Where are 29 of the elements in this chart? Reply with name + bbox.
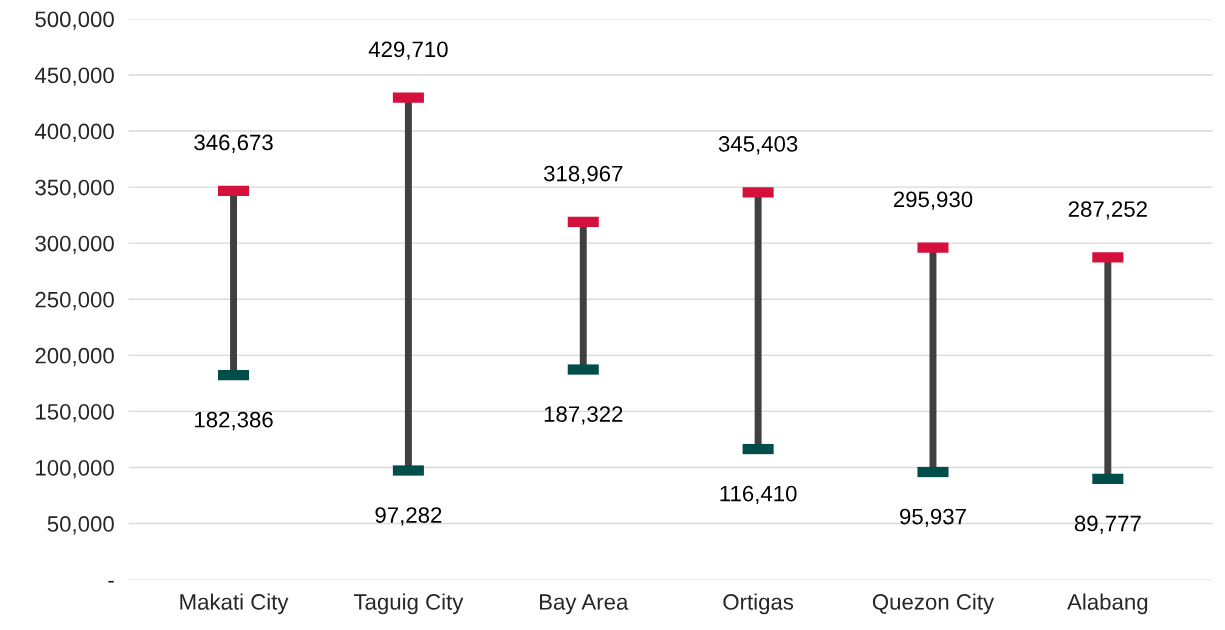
- data-label: 97,282: [375, 507, 442, 526]
- data-label: 345,403: [718, 136, 798, 155]
- data-label: 182,386: [195, 411, 273, 431]
- x-tick-label: Quezon City: [872, 593, 995, 615]
- y-tick-label: 200,000: [35, 347, 114, 367]
- x-tick-label: Bay Area: [539, 594, 629, 615]
- y-tick-label: 350,000: [35, 179, 114, 199]
- y-tick-label: 500,000: [35, 11, 114, 30]
- data-label: 429,710: [368, 41, 448, 60]
- data-label: 95,937: [900, 508, 966, 528]
- data-label: 187,322: [544, 406, 623, 425]
- y-tick-label: 50,000: [47, 516, 114, 535]
- y-tick-label: 300,000: [35, 235, 114, 255]
- x-tick-label: Makati City: [180, 593, 289, 615]
- x-tick-label: Alabang: [1067, 593, 1148, 615]
- data-label: 318,967: [543, 165, 623, 185]
- y-tick-label: 150,000: [36, 403, 114, 423]
- data-label: 295,930: [893, 191, 973, 210]
- y-tick-label: 400,000: [34, 123, 114, 142]
- x-tick-label: Taguig City: [353, 593, 464, 615]
- data-label: 116,410: [720, 485, 797, 505]
- data-label: 89,777: [1074, 515, 1141, 534]
- data-label: 287,252: [1068, 201, 1147, 220]
- y-tick-label: -: [108, 580, 114, 583]
- y-tick-label: 450,000: [34, 67, 114, 86]
- data-label: 346,673: [194, 134, 273, 153]
- x-tick-label: Ortigas: [723, 593, 794, 615]
- y-tick-label: 250,000: [35, 291, 114, 311]
- y-tick-label: 100,000: [36, 459, 114, 479]
